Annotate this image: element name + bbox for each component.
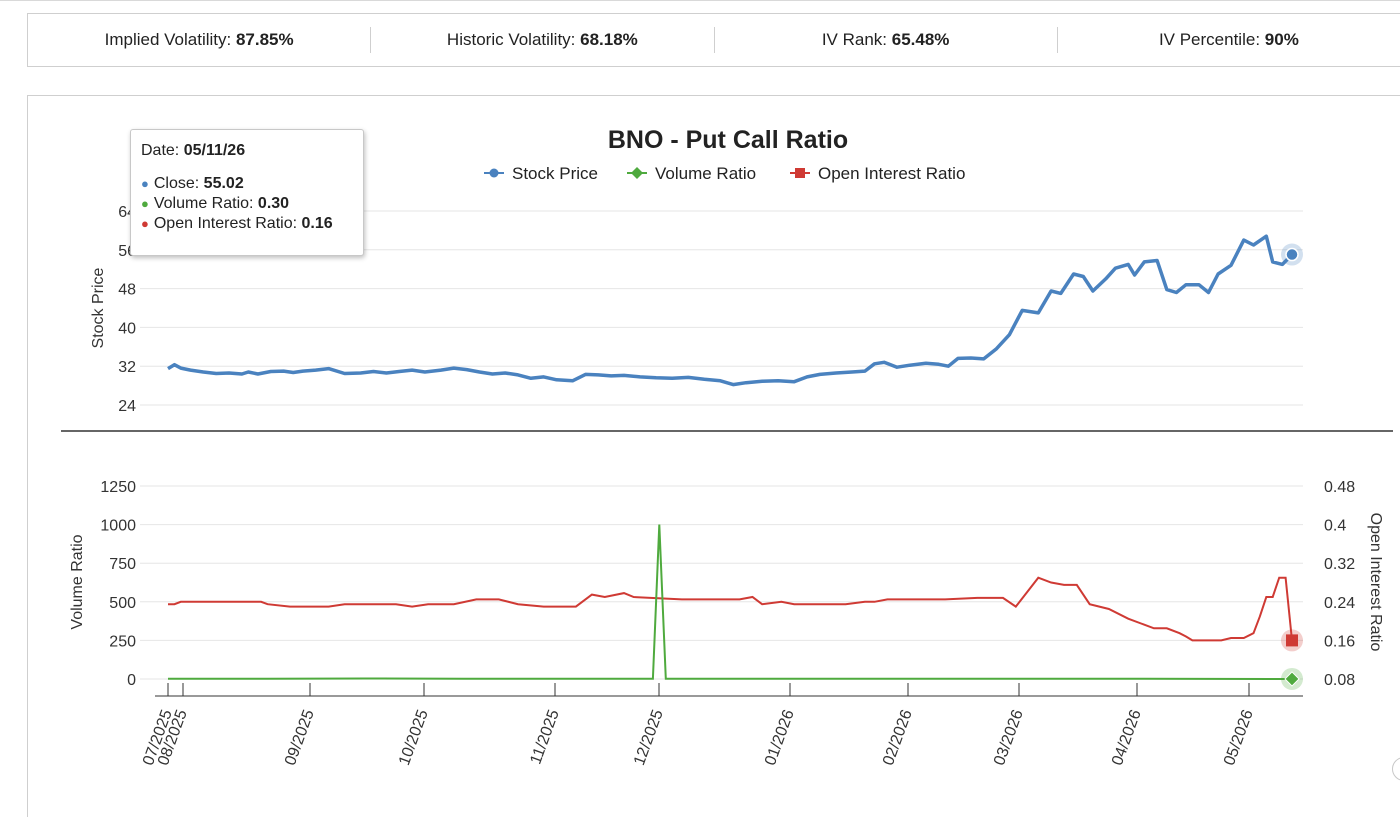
- stat-value: 65.48%: [891, 30, 950, 49]
- top-y-tick-label: 48: [118, 282, 136, 299]
- x-tick-label: 01/2026: [762, 707, 798, 767]
- stat-implied-volatility: Implied Volatility: 87.85%: [28, 27, 372, 53]
- stat-label: Implied Volatility:: [104, 30, 232, 49]
- legend-marker-stock: [489, 168, 499, 178]
- stock-dot-icon: ●: [141, 176, 149, 191]
- tooltip-close: ● Close: 55.02: [141, 174, 353, 194]
- open-interest-ratio-line: [168, 576, 1293, 642]
- x-tick-label: 11/2025: [527, 707, 562, 766]
- volume-dot-icon: ●: [141, 196, 149, 211]
- left-y-tick-label: 500: [109, 595, 136, 612]
- stat-iv-rank: IV Rank: 65.48%: [715, 27, 1058, 53]
- tooltip-volume-value: 0.30: [257, 195, 290, 212]
- x-tick-label: 02/2026: [880, 707, 916, 767]
- x-tick-label: 10/2025: [396, 707, 432, 767]
- right-y-axis-label: Open Interest Ratio: [1367, 513, 1384, 652]
- legend-marker-volume: [631, 167, 643, 179]
- left-y-tick-label: 250: [109, 633, 136, 650]
- left-y-axis-label: Volume Ratio: [69, 534, 86, 629]
- oi-dot-icon: ●: [141, 216, 149, 231]
- tooltip-date-label: Date:: [141, 142, 180, 159]
- x-tick-label: 05/2026: [1221, 707, 1257, 767]
- tooltip-oi-label: Open Interest Ratio:: [153, 215, 298, 232]
- x-tick-label: 12/2025: [631, 707, 667, 767]
- tooltip-date-value: 05/11/26: [183, 142, 246, 159]
- stat-label: IV Rank:: [821, 30, 888, 49]
- stat-label: IV Percentile:: [1158, 30, 1261, 49]
- volatility-stats-bar: Implied Volatility: 87.85% Historic Vola…: [27, 13, 1400, 67]
- left-y-tick-label: 1250: [100, 479, 136, 496]
- right-y-tick-label: 0.32: [1324, 556, 1355, 573]
- stat-label: Historic Volatility:: [446, 30, 576, 49]
- legend-marker-oi: [795, 168, 805, 178]
- tooltip-date: Date: 05/11/26: [141, 141, 353, 161]
- left-y-tick-label: 1000: [100, 518, 136, 535]
- tooltip-close-value: 55.02: [203, 175, 244, 192]
- tooltip-oi: ● Open Interest Ratio: 0.16: [141, 214, 353, 234]
- tooltip-close-label: Close:: [153, 175, 200, 192]
- top-y-axis-label: Stock Price: [90, 267, 107, 348]
- stat-value: 90%: [1264, 30, 1299, 49]
- top-y-tick-label: 24: [118, 398, 136, 415]
- left-y-tick-label: 0: [127, 672, 136, 689]
- top-y-tick-label: 32: [118, 359, 136, 376]
- stock-price-line: [167, 234, 1294, 387]
- stat-historic-volatility: Historic Volatility: 68.18%: [371, 27, 715, 53]
- stat-value: 87.85%: [235, 30, 294, 49]
- volume-ratio-line: [167, 524, 1293, 680]
- x-tick-label: 04/2026: [1109, 707, 1145, 767]
- chart-title: BNO - Put Call Ratio: [608, 126, 848, 154]
- right-y-tick-label: 0.24: [1324, 595, 1355, 612]
- right-y-tick-label: 0.4: [1324, 518, 1346, 535]
- right-y-tick-label: 0.48: [1324, 479, 1355, 496]
- left-y-tick-label: 750: [109, 556, 136, 573]
- top-divider: [0, 0, 1400, 1]
- volume-point: [1284, 671, 1300, 687]
- legend-label-0: Stock Price: [512, 164, 598, 183]
- tooltip-volume-label: Volume Ratio:: [153, 195, 254, 212]
- top-y-tick-label: 40: [118, 320, 136, 337]
- tooltip-volume: ● Volume Ratio: 0.30: [141, 194, 353, 214]
- chart-tooltip: Date: 05/11/26 ● Close: 55.02 ● Volume Rat…: [130, 129, 364, 256]
- x-tick-label: 03/2026: [991, 707, 1027, 767]
- tooltip-oi-value: 0.16: [301, 215, 333, 232]
- stat-value: 68.18%: [580, 30, 638, 49]
- stock-price-point: [1285, 247, 1299, 262]
- stat-iv-percentile: IV Percentile: 90%: [1058, 27, 1400, 53]
- right-y-tick-label: 0.08: [1324, 672, 1355, 689]
- legend-label-1: Volume Ratio: [655, 164, 756, 183]
- oi-point: [1286, 634, 1298, 647]
- right-y-tick-label: 0.16: [1324, 633, 1355, 650]
- x-tick-label: 09/2025: [282, 707, 318, 767]
- legend-label-2: Open Interest Ratio: [818, 164, 965, 183]
